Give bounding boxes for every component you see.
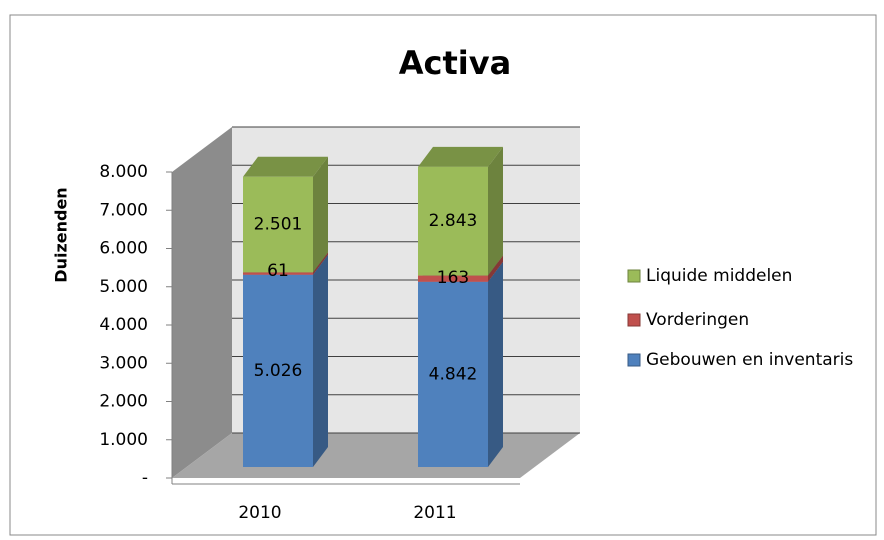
bar: [243, 274, 313, 467]
legend-swatch: [627, 313, 641, 327]
legend-swatch: [627, 269, 641, 283]
data-label: 2.843: [429, 211, 478, 231]
y-tick-label: 2.000: [99, 392, 148, 412]
data-label: 4.842: [429, 364, 478, 384]
legend-label: Liquide middelen: [646, 266, 792, 286]
bar-top: [418, 146, 503, 167]
bar: [418, 281, 488, 467]
data-label: 2.501: [254, 215, 303, 235]
legend-swatch: [627, 353, 641, 367]
x-tick-label: 2011: [413, 503, 456, 523]
bar: [243, 176, 313, 273]
y-tick-label: -: [142, 468, 148, 488]
bar-top: [243, 156, 328, 177]
bar-side: [488, 255, 503, 282]
bar: [418, 275, 488, 282]
x-tick-label: 2010: [238, 503, 281, 523]
y-tick-label: 6.000: [99, 239, 148, 259]
side-wall: [172, 127, 232, 478]
bar: [243, 272, 313, 275]
floor: [172, 433, 580, 478]
y-tick-label: 3.000: [99, 353, 148, 373]
data-label: 5.026: [254, 361, 303, 381]
bar: [418, 166, 488, 276]
bar-side: [488, 261, 503, 467]
data-label: 163: [437, 268, 469, 288]
y-tick-label: 4.000: [99, 315, 148, 335]
bar-side: [313, 254, 328, 467]
y-axis-title: Duizenden: [52, 187, 71, 282]
y-tick-label: 5.000: [99, 277, 148, 297]
bar-side: [313, 156, 328, 273]
legend-label: Gebouwen en inventaris: [646, 350, 853, 370]
data-label: 61: [267, 261, 289, 281]
chart-title: Activa: [399, 44, 511, 82]
y-tick-label: 7.000: [99, 200, 148, 220]
bar-side: [488, 146, 503, 276]
y-tick-label: 1.000: [99, 430, 148, 450]
bar-side: [313, 252, 328, 275]
legend-label: Vorderingen: [646, 310, 749, 330]
y-tick-label: 8.000: [99, 162, 148, 182]
